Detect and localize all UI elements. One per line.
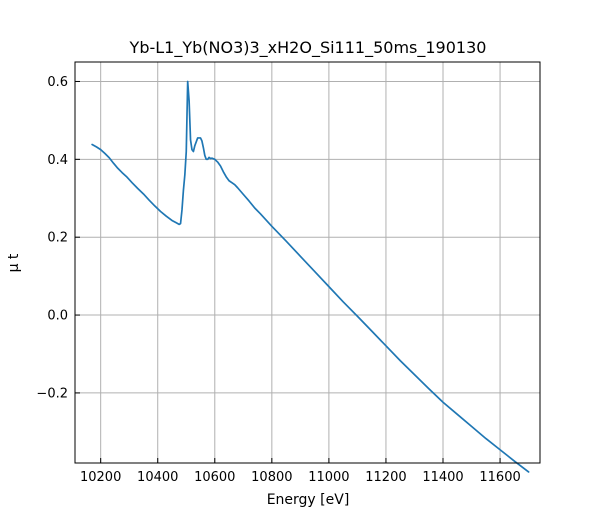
y-tick-label: 0.4: [47, 153, 68, 168]
tick-labels: 10200 10400 10600 10800 11000 11200 11400 11600…: [36, 75, 520, 485]
series-line: [91, 80, 530, 473]
x-tick-label: 11600: [479, 470, 520, 485]
y-tick-label: −0.2: [36, 386, 68, 401]
x-tick-label: 10200: [80, 470, 121, 485]
plot-frame: [74, 61, 541, 464]
x-tick-label: 10600: [194, 470, 235, 485]
y-tick-label: 0.2: [47, 231, 68, 246]
y-tick-label: 0.0: [47, 309, 68, 324]
x-axis-title: Energy [eV]: [267, 492, 350, 508]
x-tick-label: 10400: [137, 470, 178, 485]
x-tick-label: 11200: [365, 470, 406, 485]
x-tick-label: 10800: [251, 470, 292, 485]
y-tick-label: 0.6: [47, 75, 68, 90]
y-axis-title: μ t: [6, 253, 22, 272]
x-tick-label: 11000: [308, 470, 349, 485]
axis-ticks: [75, 80, 501, 463]
grid: [75, 62, 540, 463]
x-tick-label: 11400: [422, 470, 463, 485]
plot-area: [91, 80, 530, 473]
chart-title: Yb-L1_Yb(NO3)3_xH2O_Si111_50ms_190130: [129, 38, 487, 58]
